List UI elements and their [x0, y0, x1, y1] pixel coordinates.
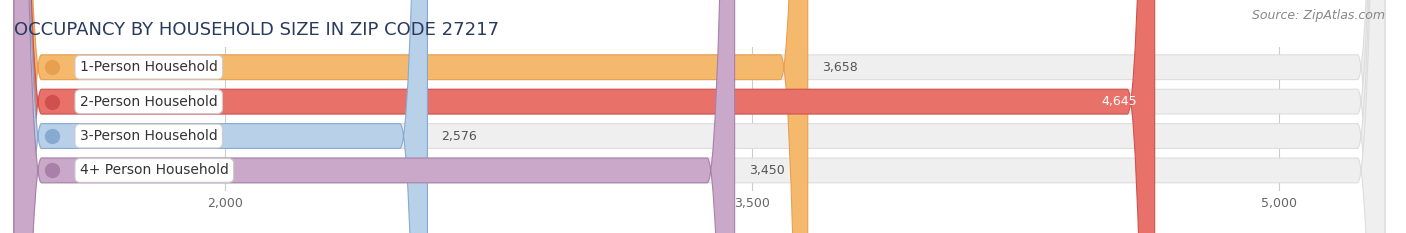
Text: 2-Person Household: 2-Person Household	[80, 95, 218, 109]
FancyBboxPatch shape	[14, 0, 1385, 233]
Text: 2,576: 2,576	[441, 130, 477, 143]
Text: Source: ZipAtlas.com: Source: ZipAtlas.com	[1251, 9, 1385, 22]
FancyBboxPatch shape	[14, 0, 427, 233]
FancyBboxPatch shape	[14, 0, 735, 233]
FancyBboxPatch shape	[14, 0, 1385, 233]
Text: 3,658: 3,658	[823, 61, 858, 74]
Text: OCCUPANCY BY HOUSEHOLD SIZE IN ZIP CODE 27217: OCCUPANCY BY HOUSEHOLD SIZE IN ZIP CODE …	[14, 21, 499, 39]
Text: 4,645: 4,645	[1101, 95, 1137, 108]
Text: 1-Person Household: 1-Person Household	[80, 60, 218, 74]
FancyBboxPatch shape	[14, 0, 1154, 233]
Text: 3-Person Household: 3-Person Household	[80, 129, 218, 143]
Text: 3,450: 3,450	[749, 164, 785, 177]
FancyBboxPatch shape	[14, 0, 1385, 233]
FancyBboxPatch shape	[14, 0, 1385, 233]
Text: 4+ Person Household: 4+ Person Household	[80, 163, 229, 177]
FancyBboxPatch shape	[14, 0, 808, 233]
